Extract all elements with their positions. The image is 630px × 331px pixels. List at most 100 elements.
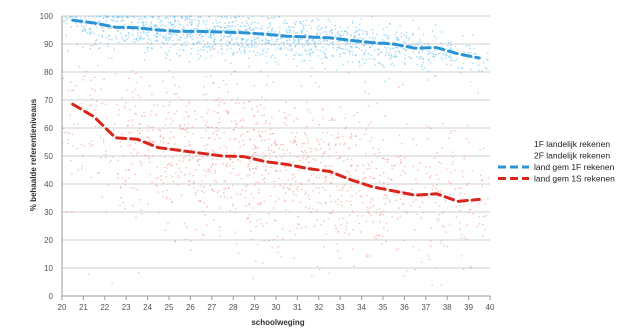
scatter-point [404,49,407,52]
scatter-point [69,15,71,18]
scatter-point [179,54,181,56]
scatter-point [167,111,170,114]
scatter-point [422,61,425,64]
scatter-point [302,157,304,159]
scatter-point [105,37,107,39]
scatter-point [406,31,408,34]
scatter-point [392,48,395,50]
scatter-point [226,147,228,149]
scatter-point [220,39,222,42]
scatter-point [396,46,398,49]
scatter-point [343,142,346,144]
scatter-point [82,108,84,110]
scatter-point [339,26,342,28]
scatter-point [215,19,217,22]
scatter-point [160,179,162,181]
scatter-point [102,141,105,143]
scatter-point [386,183,389,186]
scatter-point [228,22,231,24]
scatter-point [429,62,432,64]
scatter-point [449,182,452,184]
scatter-point [311,148,313,150]
scatter-point [384,54,387,56]
scatter-point [107,15,109,17]
scatter-point [305,151,307,154]
scatter-point [370,54,372,56]
scatter-point [95,100,98,102]
scatter-point [346,40,349,42]
scatter-point [304,49,306,51]
scatter-point [207,109,209,111]
scatter-point [395,199,397,202]
scatter-point [254,115,256,117]
scatter-point [451,163,453,166]
scatter-point [216,134,218,136]
scatter-point [292,142,294,144]
scatter-point [81,30,83,32]
scatter-point [383,227,385,229]
scatter-point [358,32,360,35]
scatter-point [156,185,158,187]
scatter-point [234,70,236,73]
scatter-point [166,167,168,169]
scatter-point [382,172,385,174]
scatter-point [373,39,375,41]
scatter-point [107,42,109,45]
scatter-point [169,137,171,139]
scatter-point [427,70,430,73]
scatter-point [366,34,368,36]
scatter-point [292,161,294,164]
scatter-point [277,47,279,49]
scatter-point [252,28,254,31]
scatter-point [246,22,248,24]
scatter-point [340,35,342,38]
scatter-point [376,33,378,35]
scatter-point [224,35,226,37]
scatter-point [293,140,295,143]
scatter-point [380,212,383,214]
scatter-point [331,212,333,214]
scatter-point [305,226,307,228]
scatter-point [299,201,302,204]
scatter-point [198,20,200,23]
scatter-point [125,179,127,181]
scatter-point [436,184,438,186]
scatter-point [229,138,231,140]
scatter-point [211,34,214,37]
scatter-point [339,143,341,145]
scatter-point [369,201,372,203]
scatter-point [167,37,170,39]
scatter-point [178,177,180,179]
scatter-point [226,17,228,19]
scatter-point [266,51,268,53]
scatter-point [159,19,162,22]
scatter-point [469,265,472,268]
scatter-point [236,193,238,196]
scatter-point [311,20,313,23]
scatter-point [186,131,188,133]
scatter-point [268,149,270,151]
scatter-point [183,41,186,43]
scatter-point [256,27,258,29]
scatter-point [207,36,210,38]
scatter-point [135,39,138,41]
scatter-point [128,36,130,38]
scatter-point [404,210,406,213]
scatter-point [102,139,105,141]
scatter-point [390,57,393,59]
scatter-point [187,33,189,36]
scatter-point [108,57,110,59]
x-tick-label: 34 [357,303,366,312]
scatter-point [442,122,444,125]
scatter-point [140,162,143,164]
scatter-point [384,194,386,196]
scatter-point [470,267,472,269]
scatter-point [271,44,273,47]
scatter-point [127,15,129,17]
scatter-point [239,25,241,27]
scatter-point [132,124,134,127]
scatter-point [149,138,151,140]
scatter-point [154,34,156,36]
scatter-point [150,43,152,45]
scatter-point [367,124,370,126]
